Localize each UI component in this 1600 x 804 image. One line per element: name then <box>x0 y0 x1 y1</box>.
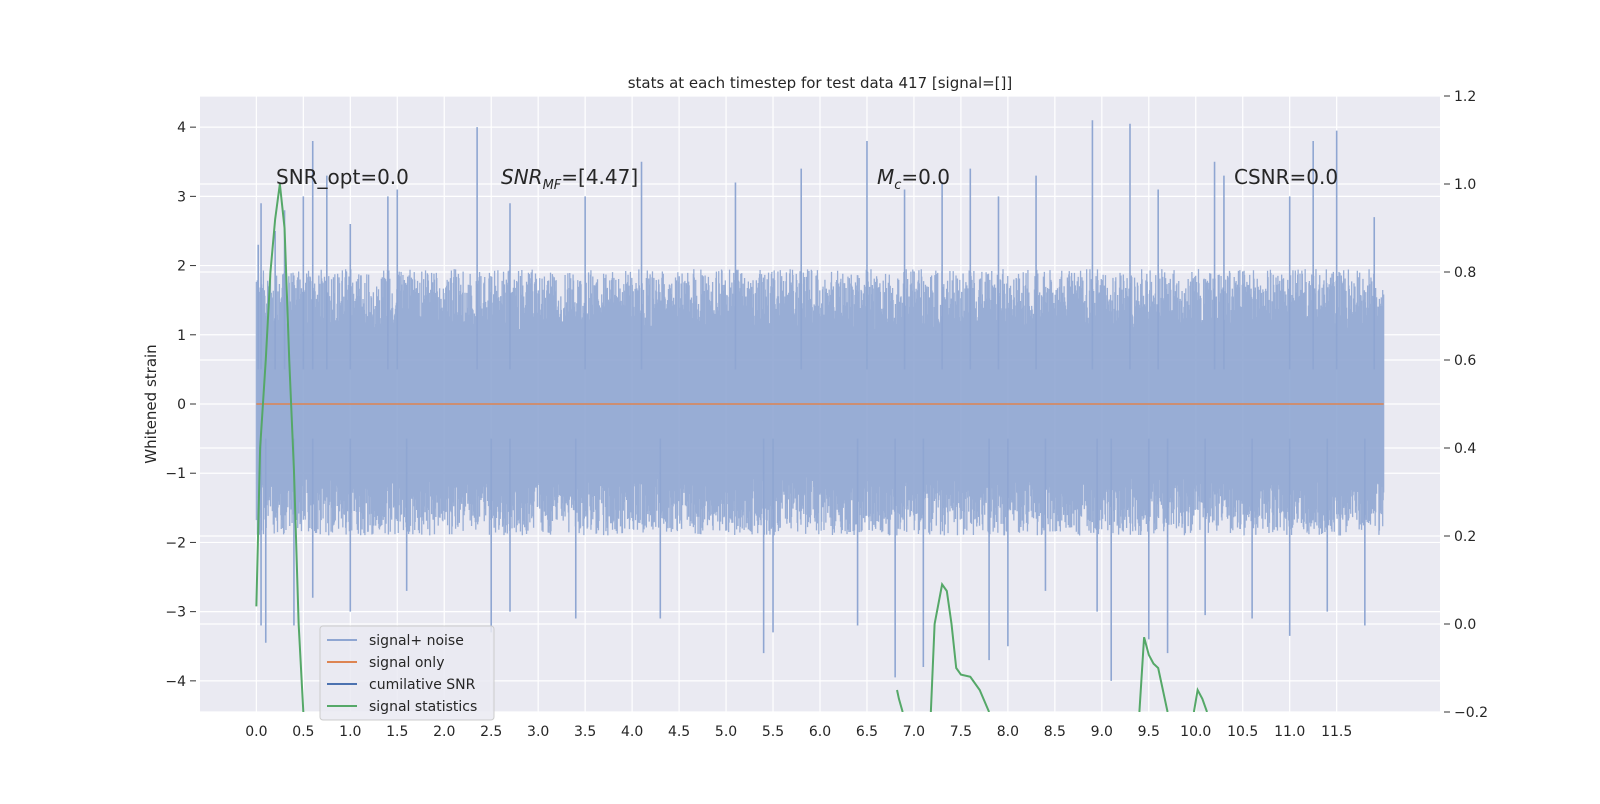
x-tick-label: 6.5 <box>856 724 878 740</box>
y-tick-label: −4 <box>165 674 186 690</box>
x-tick-label: 7.5 <box>950 724 972 740</box>
annotation-mc: Mc=0.0 <box>877 165 950 193</box>
x-tick-label: 2.5 <box>480 724 502 740</box>
chart-title: stats at each timestep for test data 417… <box>628 74 1013 92</box>
x-tick-labels: 0.0 0.5 1.0 1.5 2.0 2.5 3.0 3.5 4.0 4.5 5.0 5.5 6.0 6… <box>245 724 1352 740</box>
y2-tick-labels: 1.2 1.0 0.8 0.6 0.4 0.2 0.0 −0.2 <box>1444 89 1488 721</box>
signal-statistics-line <box>896 689 904 712</box>
x-tick-label: 8.5 <box>1044 724 1066 740</box>
x-tick-label: 1.5 <box>386 724 408 740</box>
x-tick-label: 5.0 <box>715 724 737 740</box>
y2-tick-label: 0.8 <box>1454 265 1476 281</box>
x-tick-label: 6.0 <box>809 724 831 740</box>
x-tick-label: 10.5 <box>1227 724 1258 740</box>
legend-box <box>319 625 495 721</box>
y-tick-label: 3 <box>177 189 186 205</box>
y-tick-label: −3 <box>165 605 186 621</box>
x-tick-label: 4.0 <box>621 724 643 740</box>
x-tick-label: 3.0 <box>527 724 549 740</box>
x-tick-label: 9.5 <box>1138 724 1160 740</box>
series-layer <box>255 120 1385 712</box>
x-tick-label: 7.0 <box>903 724 925 740</box>
annotation-mc-value: =0.0 <box>901 165 950 189</box>
signal-statistics-line <box>1192 686 1208 712</box>
signal-statistics-line <box>255 183 305 712</box>
x-tick-label: 9.0 <box>1091 724 1113 740</box>
y-tick-label: 2 <box>177 259 186 275</box>
y-axis-label: Whitened strain <box>142 344 160 463</box>
y-tick-label: 4 <box>177 120 186 136</box>
signal-noise-trace <box>255 269 1385 536</box>
x-tick-label: 10.0 <box>1180 724 1211 740</box>
y2-tick-label: 0.0 <box>1454 617 1476 633</box>
y-tick-labels: 4 3 2 1 0 −1 −2 −3 −4 <box>165 120 196 690</box>
x-tick-label: 4.5 <box>668 724 690 740</box>
x-tick-label: 0.5 <box>292 724 314 740</box>
y2-tick-label: 0.4 <box>1454 441 1476 457</box>
legend: signal+ noise signal only cumilative SNR… <box>319 625 495 721</box>
signal-noise-extremes <box>257 120 1376 681</box>
annotation-snr-opt: SNR_opt=0.0 <box>276 165 409 189</box>
x-tick-label: 5.5 <box>762 724 784 740</box>
legend-label-signal-noise: signal+ noise <box>369 633 464 649</box>
y-tick-label: 1 <box>177 328 186 344</box>
signal-statistics-line <box>929 581 991 712</box>
annotation-csnr: CSNR=0.0 <box>1234 165 1338 189</box>
y2-tick-label: 1.0 <box>1454 177 1476 193</box>
legend-label-cumulative-snr: cumilative SNR <box>369 677 476 693</box>
y2-tick-label: 0.6 <box>1454 353 1476 369</box>
x-tick-label: 11.0 <box>1274 724 1305 740</box>
x-tick-label: 1.0 <box>339 724 361 740</box>
x-tick-label: 8.0 <box>997 724 1019 740</box>
legend-label-signal-statistics: signal statistics <box>369 699 477 715</box>
x-tick-label: 2.0 <box>433 724 455 740</box>
x-tick-label: 3.5 <box>574 724 596 740</box>
annotation-snr-mf: SNRMF=[4.47] <box>501 165 638 193</box>
legend-label-signal-only: signal only <box>369 655 444 671</box>
y2-tick-label: −0.2 <box>1454 705 1488 721</box>
y-tick-label: −2 <box>165 535 186 551</box>
x-tick-label: 11.5 <box>1321 724 1352 740</box>
x-tick-label: 0.0 <box>245 724 267 740</box>
y-tick-label: −1 <box>165 466 186 482</box>
y2-tick-label: 1.2 <box>1454 89 1476 105</box>
y-tick-label: 0 <box>177 397 186 413</box>
signal-statistics-line <box>1138 636 1169 712</box>
y2-tick-label: 0.2 <box>1454 529 1476 545</box>
annotation-snr-mf-value: =[4.47] <box>561 165 638 189</box>
